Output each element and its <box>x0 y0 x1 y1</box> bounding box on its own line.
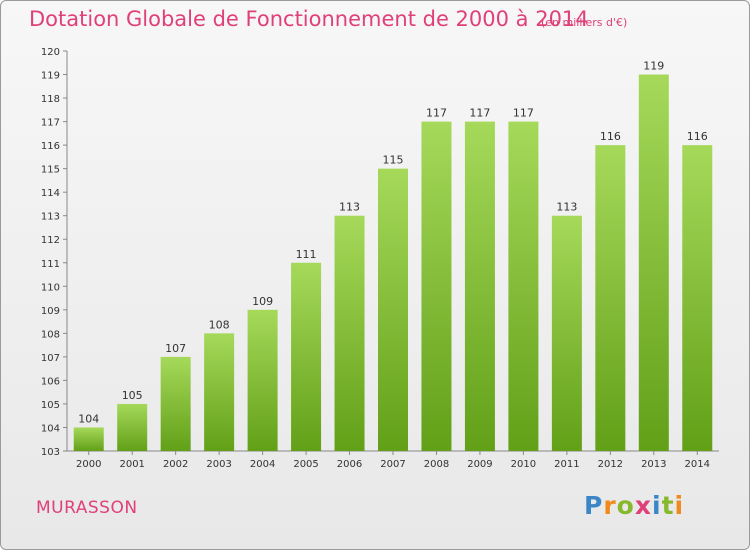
y-tick-label: 118 <box>41 94 60 105</box>
y-tick-label: 116 <box>41 141 60 152</box>
chart-unit: (en milliers d'€) <box>541 16 628 29</box>
data-label-2011: 113 <box>556 201 577 214</box>
bar-2007 <box>378 168 408 451</box>
x-tick-label: 2008 <box>424 459 449 470</box>
y-tick-label: 111 <box>41 259 60 270</box>
data-label-2000: 104 <box>78 412 99 425</box>
chart-title: Dotation Globale de Fonctionnement de 20… <box>29 7 589 31</box>
y-tick-label: 119 <box>41 71 60 82</box>
x-tick-label: 2014 <box>685 459 710 470</box>
bar-2006 <box>334 215 365 451</box>
x-tick-label: 2003 <box>206 459 231 470</box>
data-label-2006: 113 <box>339 201 360 214</box>
y-tick-label: 104 <box>41 423 60 434</box>
bar-2005 <box>291 262 322 451</box>
y-tick-label: 106 <box>41 376 60 387</box>
x-tick-label: 2000 <box>76 459 101 470</box>
data-label-2005: 111 <box>296 248 317 261</box>
data-label-2003: 108 <box>209 318 230 331</box>
bar-2009 <box>464 121 495 452</box>
bar-2013 <box>638 74 669 451</box>
x-tick-label: 2012 <box>598 459 623 470</box>
proxiti-logo[interactable]: Proxiti <box>584 491 685 520</box>
x-tick-label: 2006 <box>337 459 362 470</box>
data-label-2001: 105 <box>122 389 143 402</box>
x-tick-label: 2004 <box>250 459 275 470</box>
bar-2012 <box>595 145 626 451</box>
y-tick-label: 115 <box>41 165 60 176</box>
data-label-2014: 116 <box>687 130 708 143</box>
x-tick-label: 2007 <box>380 459 405 470</box>
y-tick-label: 114 <box>41 188 60 199</box>
town-name: MURASSON <box>36 498 138 518</box>
x-tick-label: 2011 <box>554 459 579 470</box>
bar-2000 <box>73 427 104 451</box>
data-label-2002: 107 <box>165 342 186 355</box>
bar-2008 <box>421 121 452 452</box>
x-tick-label: 2001 <box>119 459 144 470</box>
x-tick-label: 2005 <box>293 459 318 470</box>
y-tick-label: 112 <box>41 235 60 246</box>
y-tick-label: 108 <box>41 329 60 340</box>
x-tick-label: 2013 <box>641 459 666 470</box>
bar-2014 <box>682 145 713 451</box>
bar-2002 <box>160 356 191 451</box>
y-tick-label: 117 <box>41 118 60 129</box>
y-tick-label: 110 <box>41 282 60 293</box>
y-tick-label: 105 <box>41 400 60 411</box>
data-label-2009: 117 <box>469 107 490 120</box>
y-tick-label: 109 <box>41 306 60 317</box>
bar-2010 <box>508 121 539 452</box>
data-label-2008: 117 <box>426 107 447 120</box>
data-label-2012: 116 <box>600 130 621 143</box>
x-tick-label: 2002 <box>163 459 188 470</box>
data-label-2013: 119 <box>643 60 664 73</box>
bar-2001 <box>117 403 148 451</box>
y-tick-label: 107 <box>41 353 60 364</box>
y-tick-label: 120 <box>41 47 60 58</box>
bar-2011 <box>551 215 582 451</box>
y-tick-label: 103 <box>41 447 60 458</box>
x-tick-label: 2009 <box>467 459 492 470</box>
data-label-2007: 115 <box>383 154 404 167</box>
data-label-2004: 109 <box>252 295 273 308</box>
x-tick-label: 2010 <box>511 459 536 470</box>
bar-2003 <box>204 333 235 451</box>
y-tick-label: 113 <box>41 212 60 223</box>
bar-2004 <box>247 309 278 451</box>
data-label-2010: 117 <box>513 107 534 120</box>
